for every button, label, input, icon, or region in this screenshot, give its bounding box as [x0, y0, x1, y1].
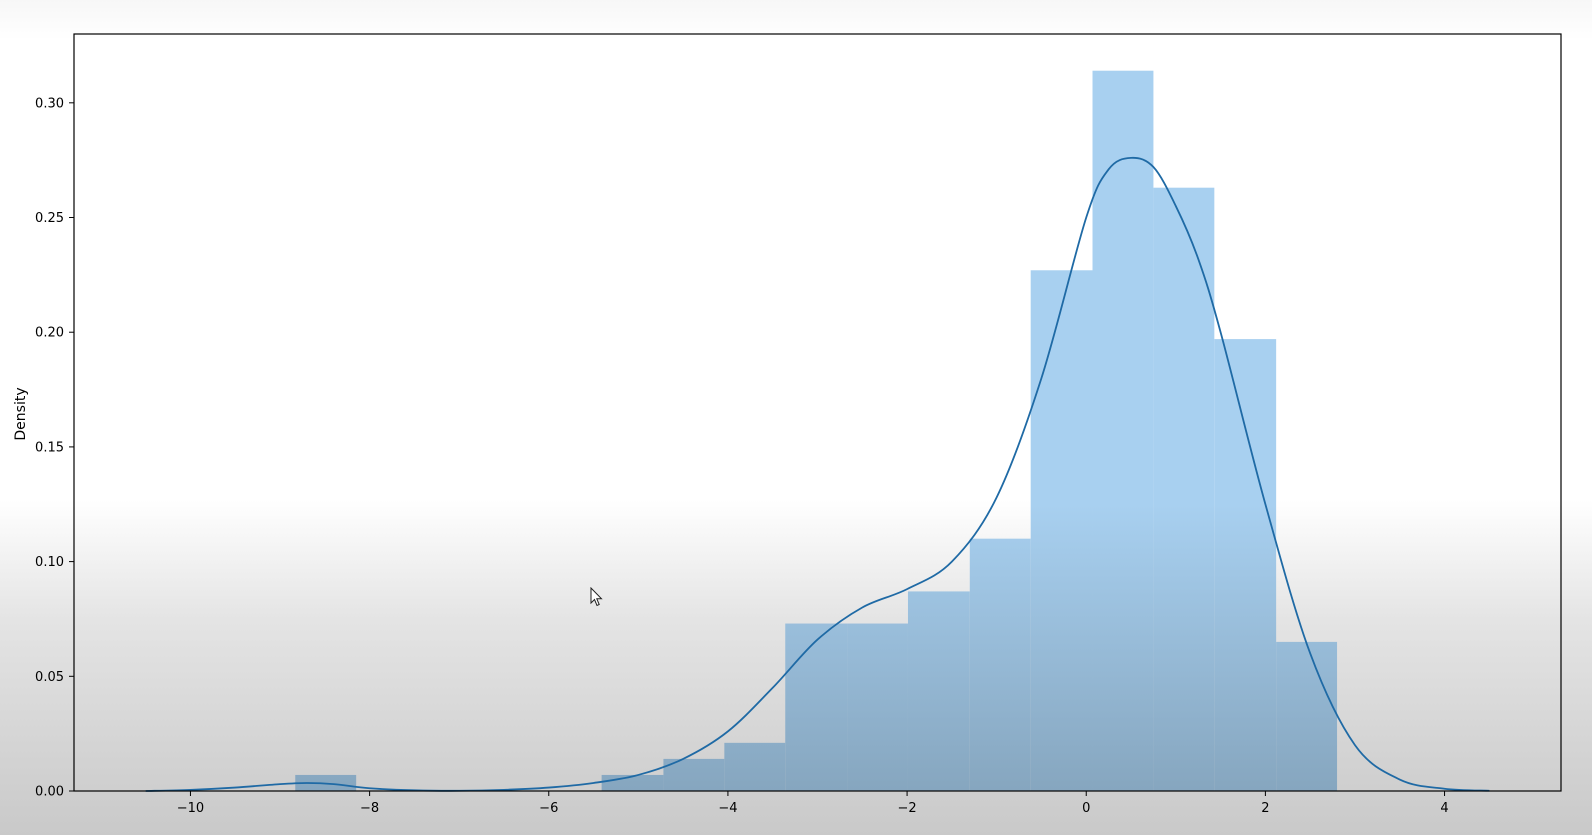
plot-frame [73, 33, 1562, 792]
y-axis-label: Density [13, 387, 29, 440]
histogram-bar [601, 774, 664, 791]
histogram-bar [1030, 270, 1093, 791]
mouse-pointer-icon [590, 587, 603, 607]
x-tick-label: −8 [360, 801, 379, 816]
histogram-bar [1153, 187, 1215, 791]
histogram-bar [663, 758, 725, 791]
y-tick-label: 0.00 [35, 785, 64, 800]
x-tick-label: −2 [897, 801, 916, 816]
x-tick-label: −4 [718, 801, 737, 816]
y-tick-label: 0.30 [35, 96, 64, 111]
y-tick-label: 0.05 [35, 670, 64, 685]
y-tick-label: 0.15 [35, 440, 64, 455]
histogram-bar [907, 591, 970, 791]
x-axis: −10 −8 −6 −4 −2 0 2 4 [177, 791, 1449, 816]
histogram-bar [1092, 70, 1154, 792]
histogram-bar [1276, 641, 1338, 791]
histogram-bar [724, 742, 786, 791]
histogram-bar [969, 538, 1031, 791]
x-tick-label: 4 [1440, 801, 1448, 816]
x-tick-label: 2 [1261, 801, 1269, 816]
y-tick-label: 0.10 [35, 555, 64, 570]
y-tick-label: 0.25 [35, 211, 64, 226]
histogram-bar [785, 623, 848, 791]
x-tick-label: 0 [1082, 801, 1090, 816]
histogram-bar [847, 623, 908, 791]
kde-curve [145, 156, 1490, 792]
x-tick-label: −6 [539, 801, 558, 816]
y-tick-label: 0.20 [35, 326, 64, 341]
x-tick-label: −10 [177, 801, 204, 816]
histogram-bars [295, 70, 1338, 792]
y-axis: 0.00 0.05 0.10 0.15 0.20 0.25 0.30 [35, 96, 74, 800]
histogram-bar [1214, 339, 1277, 791]
